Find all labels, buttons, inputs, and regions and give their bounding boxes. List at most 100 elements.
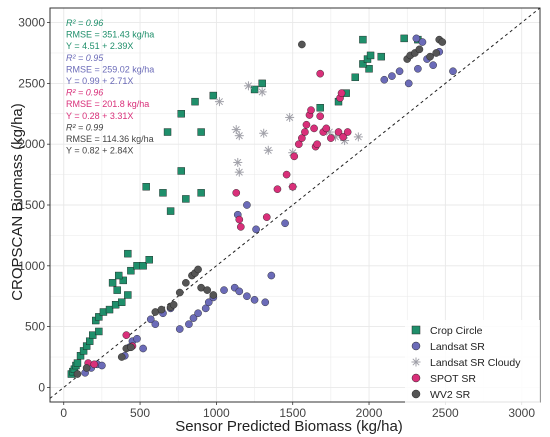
point-landsat-sr xyxy=(414,65,422,73)
point-landsat-sr-cloudy xyxy=(263,145,273,155)
point-landsat-sr xyxy=(404,79,413,88)
point-crop-circle xyxy=(258,79,266,88)
point-crop-circle xyxy=(105,305,114,314)
point-spot-sr xyxy=(322,124,331,133)
point-landsat-sr xyxy=(185,320,193,328)
point-landsat-sr xyxy=(395,67,404,76)
point-wv2-sr xyxy=(157,305,166,314)
point-spot-sr xyxy=(327,134,335,142)
point-wv2-sr xyxy=(73,370,82,378)
point-landsat-sr xyxy=(194,309,202,318)
legend: Crop Circle Landsat SR Landsat SR Cloudy… xyxy=(405,320,540,405)
point-crop-circle xyxy=(177,167,185,175)
point-wv2-sr xyxy=(298,40,306,49)
point-crop-circle xyxy=(142,183,150,191)
point-landsat-sr xyxy=(449,67,457,76)
annotation-r2: R² = 0.96 xyxy=(66,88,103,98)
y-axis-label: CROPSCAN Biomass (kg/ha) xyxy=(9,103,26,301)
point-spot-sr xyxy=(339,133,347,141)
point-crop-circle xyxy=(209,91,218,100)
point-spot-sr xyxy=(273,185,282,193)
series-landsat-sr xyxy=(81,34,457,377)
point-landsat-sr xyxy=(220,286,228,294)
point-crop-circle xyxy=(124,249,132,258)
point-wv2-sr xyxy=(117,353,126,361)
point-wv2-sr xyxy=(432,49,440,57)
point-landsat-sr xyxy=(201,304,210,313)
point-spot-sr xyxy=(301,128,309,136)
point-spot-sr xyxy=(90,360,99,369)
point-landsat-sr-cloudy xyxy=(233,157,243,167)
point-landsat-sr-cloudy xyxy=(259,128,269,138)
point-wv2-sr xyxy=(209,291,218,299)
point-crop-circle xyxy=(359,35,367,44)
point-crop-circle xyxy=(163,128,172,136)
point-wv2-sr xyxy=(203,286,212,294)
legend-label-landsat-sr: Landsat SR xyxy=(430,341,485,353)
point-spot-sr xyxy=(122,331,131,339)
point-landsat-sr xyxy=(133,334,141,343)
point-landsat-sr-cloudy xyxy=(285,112,295,122)
legend-label-wv2-sr: WV2 SR xyxy=(430,389,471,401)
point-crop-circle xyxy=(177,110,185,118)
point-landsat-sr xyxy=(267,271,276,280)
point-landsat-sr xyxy=(175,325,184,333)
point-crop-circle xyxy=(377,52,385,61)
point-spot-sr xyxy=(282,170,291,179)
x-tick-label: 2500 xyxy=(432,406,459,420)
point-crop-circle xyxy=(145,256,153,264)
legend-item-crop-circle: Crop Circle xyxy=(411,325,483,337)
point-crop-circle xyxy=(400,34,408,43)
point-landsat-sr xyxy=(281,219,289,228)
point-spot-sr xyxy=(316,112,324,121)
legend-item-wv2-sr: WV2 SR xyxy=(411,389,471,401)
x-tick-label: 3000 xyxy=(508,406,535,420)
point-crop-circle xyxy=(250,85,259,94)
point-spot-sr xyxy=(290,152,299,161)
annotation-eq: Y = 0.82 + 2.84X xyxy=(66,146,133,156)
y-axis-ticks: 0 500 1000 1500 2000 2500 3000 xyxy=(18,16,50,394)
series-spot-sr xyxy=(84,69,352,369)
annotation-rmse: RMSE = 114.36 kg/ha xyxy=(66,134,154,144)
legend-marker-crop-circle xyxy=(411,325,421,335)
annotation-rmse: RMSE = 201.8 kg/ha xyxy=(66,99,149,109)
series-wv2-sr xyxy=(73,35,447,378)
point-wv2-sr xyxy=(82,364,91,372)
point-wv2-sr xyxy=(127,343,135,352)
point-spot-sr xyxy=(298,134,306,142)
annotation-rmse: RMSE = 259.02 kg/ha xyxy=(66,64,154,74)
point-spot-sr xyxy=(310,124,318,133)
annotation-eq: Y = 0.28 + 3.31X xyxy=(66,111,133,121)
point-landsat-sr xyxy=(139,344,147,353)
point-spot-sr xyxy=(262,213,271,221)
point-wv2-sr xyxy=(426,52,434,61)
point-spot-sr xyxy=(232,189,241,197)
point-crop-circle xyxy=(366,51,375,60)
point-landsat-sr xyxy=(146,315,155,324)
x-axis-ticks: 0 500 1000 1500 2000 2500 3000 xyxy=(60,402,535,420)
one-to-one-reference-line xyxy=(49,7,541,399)
point-spot-sr xyxy=(295,140,303,148)
legend-marker-wv2-sr xyxy=(411,389,421,399)
point-spot-sr xyxy=(235,215,244,224)
point-crop-circle xyxy=(113,286,121,294)
point-spot-sr xyxy=(313,140,321,148)
x-tick-label: 0 xyxy=(60,406,67,420)
point-crop-circle xyxy=(365,65,373,73)
point-landsat-sr-cloudy xyxy=(234,167,244,177)
point-crop-circle xyxy=(166,207,175,215)
point-landsat-sr xyxy=(151,320,160,328)
point-landsat-sr-cloudy xyxy=(243,81,253,91)
x-tick-label: 1500 xyxy=(279,406,306,420)
point-wv2-sr xyxy=(182,279,190,287)
annotation-r2: R² = 0.99 xyxy=(66,122,103,132)
point-crop-circle xyxy=(316,104,324,112)
point-crop-circle xyxy=(197,128,205,136)
annotation-eq: Y = 0.99 + 2.71X xyxy=(66,76,133,86)
point-landsat-sr xyxy=(429,61,437,69)
point-spot-sr xyxy=(316,69,324,78)
point-crop-circle xyxy=(118,298,126,306)
point-landsat-sr xyxy=(189,314,198,322)
point-crop-circle xyxy=(197,189,205,197)
